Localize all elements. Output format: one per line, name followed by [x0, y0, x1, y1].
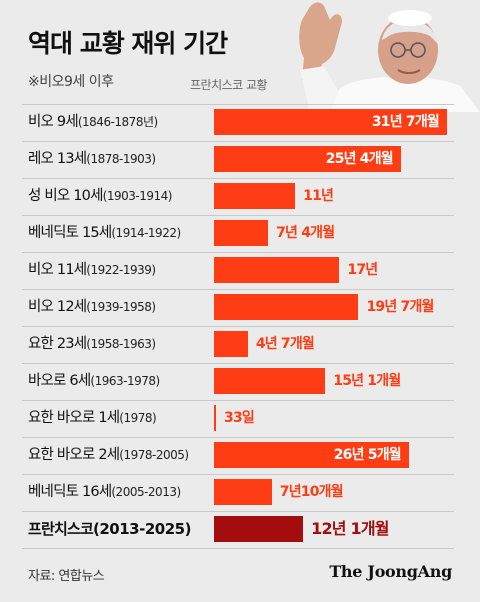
row-divider — [22, 511, 454, 512]
reign-years: (1978) — [119, 411, 157, 425]
reign-years: (1939-1958) — [86, 300, 156, 314]
row-label: 요한 23세(1958-1963) — [28, 326, 156, 362]
row-divider — [22, 548, 454, 549]
pope-name: 비오 9세 — [28, 114, 79, 130]
reign-years: (1903-1914) — [102, 189, 173, 203]
row-divider — [22, 289, 454, 290]
value-label: 17년 — [347, 262, 378, 278]
reign-years: (1878-1903) — [86, 152, 156, 166]
bar — [214, 368, 326, 394]
row-divider — [22, 474, 454, 475]
reign-years: (1963-1978) — [90, 374, 160, 388]
row-label: 레오 13세(1878-1903) — [28, 141, 156, 177]
value-label: 4년 7개월 — [255, 336, 315, 352]
row-label: 베네딕토 15세(1914-1922) — [28, 215, 181, 251]
row-label: 비오 11세(1922-1939) — [28, 252, 156, 288]
value-label: 25년 4개월 — [325, 151, 394, 167]
row-divider — [22, 178, 454, 179]
row-divider — [22, 104, 454, 105]
row-label: 베네딕토 16세(2005-2013) — [28, 474, 181, 510]
photo-caption: 프란치스코 교황 — [190, 78, 268, 92]
reign-years: (1958-1963) — [86, 337, 156, 351]
publisher-logo: The JoongAng — [329, 562, 452, 581]
pope-name: 베네딕토 15세 — [28, 225, 112, 241]
row-divider — [22, 437, 454, 438]
bar — [214, 220, 269, 246]
row-label: 성 비오 10세(1903-1914) — [28, 178, 172, 214]
row-divider — [22, 141, 454, 142]
page-title: 역대 교황 재위 기간 — [28, 29, 228, 58]
bar — [214, 331, 248, 357]
row-divider — [22, 363, 454, 364]
value-label: 15년 1개월 — [333, 373, 401, 389]
bar — [214, 516, 304, 542]
row-label: 요한 바오로 1세(1978) — [28, 400, 157, 436]
pope-name: 레오 13세 — [28, 151, 87, 167]
pope-name: 비오 12세 — [28, 299, 87, 315]
row-divider — [22, 400, 454, 401]
value-label: 19년 7개월 — [366, 299, 434, 315]
pope-name: 바오로 6세 — [28, 373, 91, 389]
pope-name: 요한 바오로 2세 — [28, 447, 120, 463]
reign-years: (2005-2013) — [111, 485, 181, 499]
reign-years: (1922-1939) — [86, 263, 156, 277]
row-label: 비오 9세(1846-1878년) — [28, 104, 158, 140]
pope-name: 요한 23세 — [28, 336, 87, 352]
value-label: 33일 — [224, 410, 255, 426]
row-label: 바오로 6세(1963-1978) — [28, 363, 160, 399]
value-label: 7년10개월 — [279, 484, 344, 500]
value-label: 12년 1개월 — [311, 519, 389, 538]
reign-years: (1978-2005) — [119, 448, 189, 462]
row-label: 프란치스코(2013-2025) — [28, 511, 191, 547]
row-divider — [22, 326, 454, 327]
bar — [214, 479, 272, 505]
pope-name: 요한 바오로 1세 — [28, 410, 120, 426]
row-divider — [22, 252, 454, 253]
bar — [214, 405, 216, 431]
value-label: 31년 7개월 — [371, 114, 440, 130]
bar — [214, 294, 359, 320]
reign-years: (2013-2025) — [93, 520, 191, 538]
bar — [214, 257, 340, 283]
reign-years: (1914-1922) — [111, 226, 181, 240]
subtitle: ※비오9세 이후 — [28, 74, 114, 90]
bar — [214, 146, 401, 172]
value-label: 26년 5개월 — [333, 447, 402, 463]
bar — [214, 442, 409, 468]
bar — [214, 109, 447, 135]
source-note: 자료: 연합뉴스 — [28, 569, 105, 584]
row-divider — [22, 215, 454, 216]
value-label: 7년 4개월 — [276, 225, 335, 241]
reign-years: (1846-1878년) — [77, 115, 158, 129]
pope-name: 비오 11세 — [28, 262, 87, 278]
pope-name: 성 비오 10세 — [28, 188, 103, 204]
row-label: 요한 바오로 2세(1978-2005) — [28, 437, 189, 473]
bar — [214, 183, 296, 209]
pope-name: 프란치스코 — [28, 520, 94, 538]
value-label: 11년 — [303, 188, 334, 204]
pope-photo — [290, 0, 480, 112]
pope-name: 베네딕토 16세 — [28, 484, 112, 500]
row-label: 비오 12세(1939-1958) — [28, 289, 156, 325]
